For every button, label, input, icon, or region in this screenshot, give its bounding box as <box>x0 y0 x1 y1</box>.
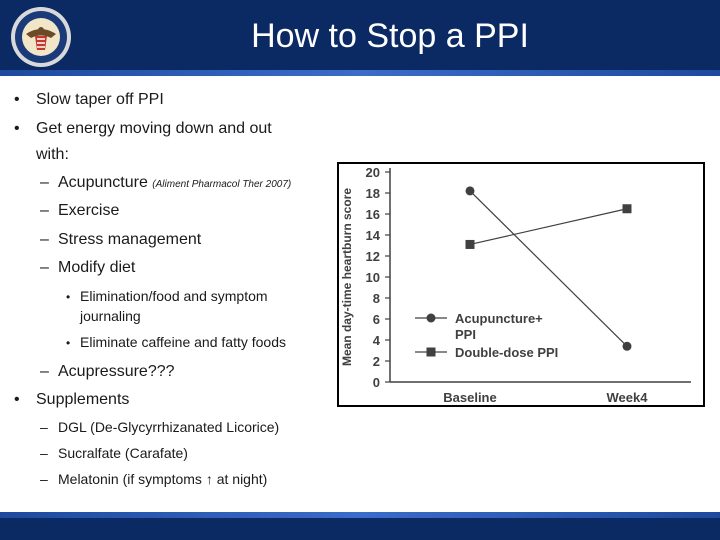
y-tick-label: 14 <box>366 228 381 243</box>
y-tick-label: 10 <box>366 270 380 285</box>
heartburn-chart: 0 2 4 6 8 10 12 14 16 18 20 Mean day-time heartburn… <box>340 165 691 405</box>
x-tick-label: Week4 <box>607 390 649 405</box>
sub-text: Exercise <box>58 202 120 219</box>
y-tick-label: 16 <box>366 207 380 222</box>
bullet-supplements: • Supplements <box>14 390 129 410</box>
bullet-text: Supplements <box>36 391 130 408</box>
sub-diet: – Modify diet <box>40 258 135 278</box>
bullet-energy-cont: with: <box>36 145 69 165</box>
sub-stress: – Stress management <box>40 230 201 250</box>
dash-marker: – <box>40 419 48 435</box>
y-tick-label: 6 <box>373 312 380 327</box>
x-tick-label: Baseline <box>443 390 496 405</box>
sub-text: Eliminate caffeine and fatty foods <box>80 334 286 350</box>
legend-marker <box>426 347 436 357</box>
diet-sub-journaling-cont: journaling <box>80 307 141 325</box>
dash-marker: – <box>40 202 49 219</box>
legend-label: Double-dose PPI <box>455 345 558 360</box>
sub-text: Modify diet <box>58 259 136 276</box>
title-stripe <box>0 70 720 76</box>
page-title: How to Stop a PPI <box>251 17 529 55</box>
bullet-marker: • <box>66 336 71 350</box>
sub-dgl: – DGL (De-Glycyrrhizanated Licorice) <box>40 418 279 436</box>
bullet-slow-taper: • Slow taper off PPI <box>14 90 164 110</box>
y-tick-label: 12 <box>366 249 380 264</box>
sub-text: Stress management <box>58 231 202 248</box>
data-point <box>465 239 475 249</box>
bullet-marker: • <box>14 91 20 108</box>
sub-text: at night) <box>216 471 268 487</box>
sub-text: Elimination/food and symptom <box>80 288 268 304</box>
sub-text: DGL (De-Glycyrrhizanated Licorice) <box>58 419 280 435</box>
chart-frame <box>337 162 705 407</box>
dash-marker: – <box>40 231 49 248</box>
bullet-marker: • <box>66 290 71 304</box>
sub-text: Acupuncture <box>58 174 148 191</box>
y-axis-label: Mean day-time heartburn score <box>340 188 354 366</box>
sub-sucralfate: – Sucralfate (Carafate) <box>40 444 188 462</box>
va-seal-icon <box>11 7 71 67</box>
series-line <box>469 208 628 246</box>
sub-exercise: – Exercise <box>40 201 119 221</box>
bullet-text: Slow taper off PPI <box>36 91 164 108</box>
y-tick-label: 8 <box>373 291 380 306</box>
dash-marker: – <box>40 259 49 276</box>
y-tick-label: 20 <box>366 165 380 180</box>
bullet-marker: • <box>14 120 20 137</box>
y-tick-label: 2 <box>373 354 380 369</box>
bullet-marker: • <box>14 391 20 408</box>
data-point <box>465 186 475 196</box>
legend-marker <box>426 313 436 323</box>
y-tick-label: 18 <box>366 186 380 201</box>
data-point <box>622 341 632 351</box>
sub-text: Melatonin (if symptoms <box>58 471 202 487</box>
sub-melatonin: – Melatonin (if symptoms ↑ at night) <box>40 470 267 488</box>
dash-marker: – <box>40 445 48 461</box>
sub-text: Acupressure??? <box>58 363 175 380</box>
footer-bar <box>0 512 720 540</box>
sub-text: journaling <box>80 308 141 324</box>
sub-acupressure: – Acupressure??? <box>40 362 175 382</box>
y-tick-label: 4 <box>373 333 381 348</box>
bullet-energy: • Get energy moving down and out <box>14 119 272 139</box>
diet-sub-caffeine: • Eliminate caffeine and fatty foods <box>66 333 286 352</box>
title-bar: How to Stop a PPI <box>0 0 720 76</box>
bullet-text: Get energy moving down and out <box>36 120 272 137</box>
dash-marker: – <box>40 471 48 487</box>
dash-marker: – <box>40 174 49 191</box>
sub-text: Sucralfate (Carafate) <box>58 445 188 461</box>
legend-label: Acupuncture+ PPI <box>455 311 543 342</box>
diet-sub-journaling: • Elimination/food and symptom <box>66 287 268 306</box>
dash-marker: – <box>40 363 49 380</box>
citation: (Aliment Pharmacol Ther 2007) <box>152 179 292 190</box>
data-point <box>622 204 632 214</box>
series-line <box>469 190 628 347</box>
footer-stripe <box>0 512 720 518</box>
bullet-text: with: <box>36 146 69 163</box>
up-arrow-icon: ↑ <box>205 471 213 487</box>
sub-acupuncture: – Acupuncture (Aliment Pharmacol Ther 200… <box>40 173 291 195</box>
y-tick-label: 0 <box>373 375 380 390</box>
